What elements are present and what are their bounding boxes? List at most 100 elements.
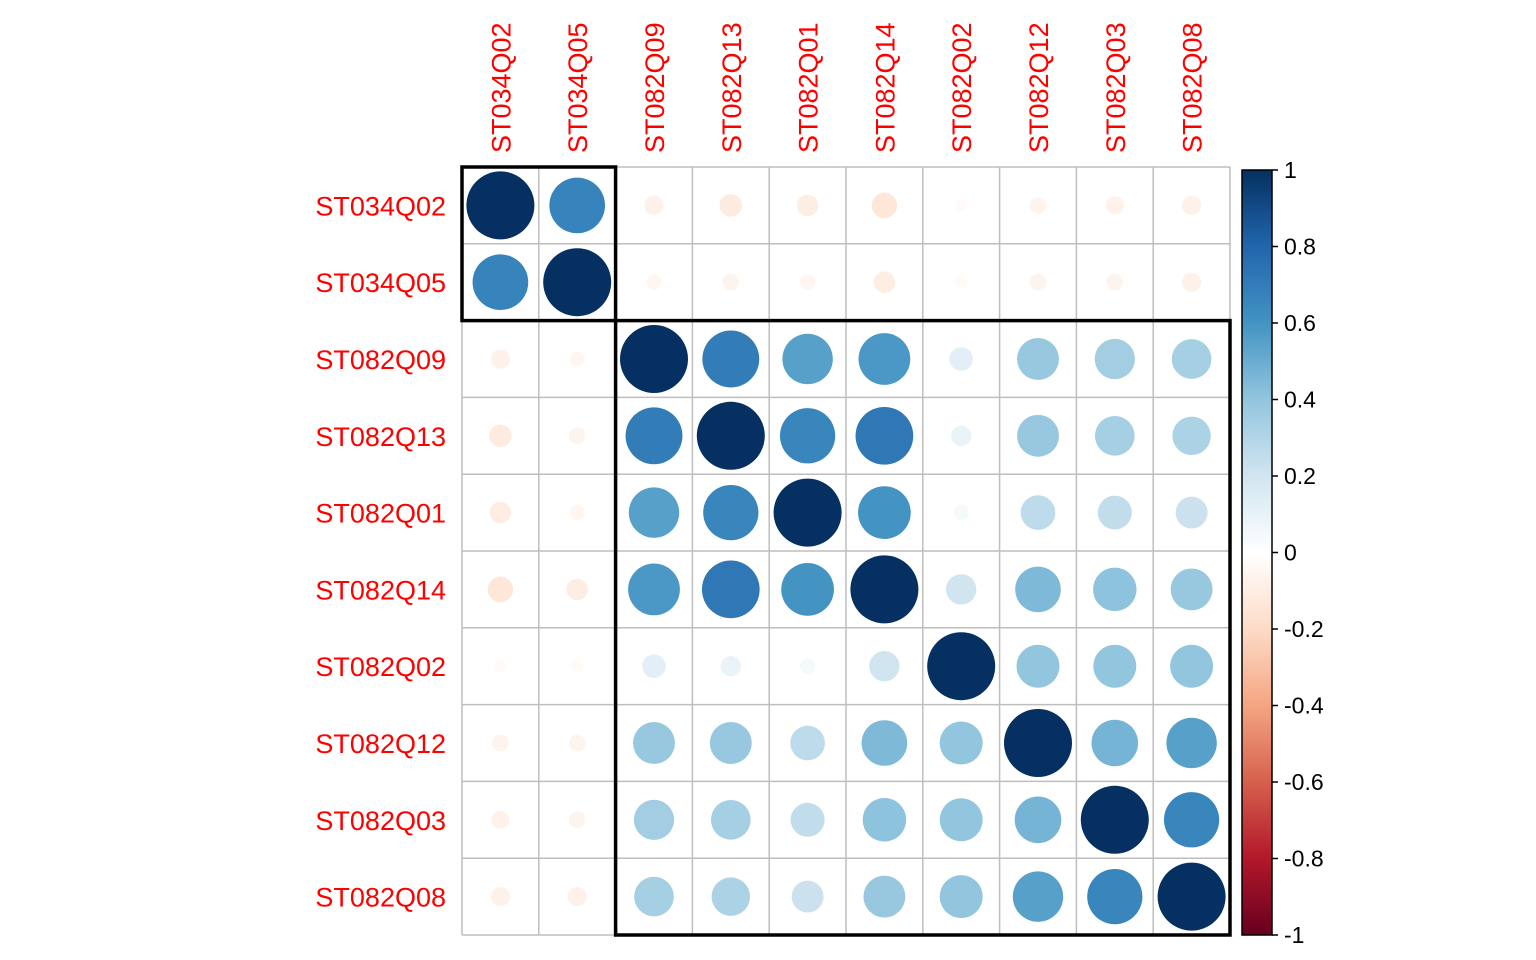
corr-circle-ST082Q09-ST082Q08 [1171,339,1212,379]
corr-circle-ST034Q02-ST082Q03 [1105,196,1124,215]
corr-circle-ST082Q01-ST082Q08 [1175,496,1208,529]
corr-circle-ST082Q12-ST082Q09 [633,722,675,764]
corr-circle-ST082Q13-ST082Q14 [855,406,914,465]
corr-circle-ST082Q08-ST082Q13 [711,877,751,916]
corr-circle-ST082Q13-ST082Q01 [779,408,836,464]
colorbar-tick-label: 0.6 [1284,310,1316,336]
corr-circle-ST082Q02-ST082Q08 [1170,644,1214,688]
corr-circle-ST082Q14-ST034Q02 [487,576,514,603]
colorbar: 1 0.8 0.6 0.4 0.2 0 -0.2 -0.4 -0.6 -0.8 -1 [1241,157,1324,948]
corr-circle-ST082Q02-ST082Q01 [800,658,816,674]
col-label-ST082Q01: ST082Q01 [794,22,824,153]
colorbar-tick-label: 0 [1284,540,1297,566]
corr-circle-ST034Q02-ST034Q05 [549,177,606,234]
col-label-ST082Q03: ST082Q03 [1101,22,1131,153]
corr-circle-ST082Q03-ST082Q14 [862,798,907,842]
row-label-ST082Q14: ST082Q14 [315,575,446,605]
col-label-ST034Q05: ST034Q05 [563,22,593,153]
row-label-ST082Q12: ST082Q12 [315,729,446,759]
corr-circle-ST082Q14-ST082Q03 [1093,567,1137,612]
col-label-ST082Q08: ST082Q08 [1178,22,1208,153]
corr-circle-ST082Q01-ST082Q03 [1097,495,1132,530]
corr-circle-ST082Q01-ST082Q09 [628,487,680,538]
corr-circle-ST082Q02-ST082Q14 [869,650,900,682]
corr-circle-ST034Q05-ST082Q02 [955,276,968,289]
colorbar-gradient [1242,170,1272,935]
corr-circle-ST034Q05-ST082Q03 [1106,273,1124,291]
corr-circle-ST082Q03-ST082Q09 [633,799,675,840]
corr-circle-ST082Q09-ST034Q05 [569,351,585,367]
corr-circle-ST082Q02-ST082Q02 [927,632,996,701]
corr-circle-ST034Q05-ST082Q09 [646,274,662,290]
corr-circle-ST034Q02-ST082Q14 [871,192,898,219]
col-label-ST082Q09: ST082Q09 [640,22,670,153]
colorbar-tick-label: -0.6 [1284,769,1324,795]
row-label-ST034Q05: ST034Q05 [315,268,446,298]
corr-circle-ST082Q01-ST034Q02 [489,501,512,524]
colorbar-tick-label: -0.2 [1284,616,1324,642]
corr-circle-ST082Q09-ST082Q13 [702,330,760,388]
corr-circle-ST082Q02-ST082Q09 [642,654,666,678]
corr-circle-ST082Q13-ST034Q05 [568,427,586,445]
corr-circle-ST082Q13-ST082Q12 [1017,414,1059,457]
labels-layer: ST034Q02 ST034Q05 ST082Q09 ST082Q13 ST082Q01… [315,22,1207,912]
corr-circle-ST082Q01-ST082Q13 [703,484,759,541]
corr-circle-ST082Q02-ST082Q03 [1093,644,1137,688]
corr-circle-ST082Q02-ST034Q02 [494,660,507,673]
corr-circle-ST082Q02-ST082Q12 [1016,644,1060,688]
corr-circle-ST082Q08-ST034Q05 [567,886,587,907]
colorbar-tick-label: 1 [1284,157,1297,183]
corr-circle-ST034Q02-ST082Q02 [955,199,968,212]
col-label-ST082Q14: ST082Q14 [870,22,900,153]
corr-circle-ST082Q12-ST034Q02 [492,734,509,752]
corr-circle-ST082Q12-ST082Q03 [1091,719,1139,767]
corr-circle-ST082Q01-ST082Q02 [953,504,969,521]
corr-circle-ST082Q03-ST082Q08 [1163,792,1220,848]
corr-circle-ST082Q09-ST082Q01 [782,333,833,385]
corr-circle-ST082Q14-ST082Q02 [945,574,977,605]
corr-circle-ST034Q05-ST082Q12 [1029,273,1047,291]
corr-circle-ST082Q03-ST082Q12 [1014,796,1062,844]
corr-circle-ST082Q03-ST034Q05 [568,811,586,829]
corr-circle-ST082Q13-ST082Q03 [1094,415,1135,456]
col-label-ST082Q12: ST082Q12 [1024,22,1054,153]
corr-circle-ST082Q14-ST082Q12 [1015,566,1061,613]
corr-circle-ST082Q14-ST082Q08 [1170,568,1213,611]
corr-circle-ST082Q03-ST082Q13 [710,799,751,840]
corr-circle-ST082Q12-ST034Q05 [568,734,586,752]
colorbar-tick-label: 0.4 [1284,387,1316,413]
corr-circle-ST034Q05-ST034Q02 [472,254,529,311]
corr-circle-ST082Q13-ST082Q09 [625,407,683,465]
colorbar-tick-label: 0.8 [1284,234,1316,260]
col-label-ST082Q02: ST082Q02 [947,22,977,153]
corr-circle-ST082Q13-ST082Q02 [951,425,972,446]
corr-circle-ST034Q02-ST082Q13 [719,194,743,217]
corr-circle-ST082Q02-ST082Q13 [720,656,741,677]
corr-circle-ST034Q05-ST082Q14 [873,271,896,293]
corr-circle-ST082Q01-ST034Q05 [569,504,585,521]
corr-circle-ST034Q05-ST034Q05 [543,248,612,317]
corr-circle-ST082Q01-ST082Q14 [858,486,911,539]
corr-circle-ST082Q09-ST082Q14 [858,333,911,385]
corr-circle-ST082Q09-ST082Q12 [1017,338,1059,380]
corr-circle-ST082Q08-ST082Q14 [863,875,906,918]
circles-layer [466,171,1226,931]
corr-circle-ST082Q08-ST082Q09 [634,876,674,917]
row-label-ST082Q13: ST082Q13 [315,422,446,452]
row-label-ST082Q01: ST082Q01 [315,499,446,529]
corr-circle-ST082Q14-ST082Q09 [628,563,680,616]
colorbar-tick-label: -0.4 [1284,693,1324,719]
corr-circle-ST034Q05-ST082Q01 [800,274,816,290]
corr-circle-ST082Q09-ST082Q03 [1094,338,1135,380]
corr-circle-ST082Q12-ST082Q13 [709,722,752,764]
corr-circle-ST082Q08-ST082Q12 [1012,871,1064,922]
row-label-ST034Q02: ST034Q02 [315,191,446,221]
row-label-ST082Q02: ST082Q02 [315,652,446,682]
corr-circle-ST034Q02-ST082Q09 [644,195,664,216]
row-label-ST082Q08: ST082Q08 [315,883,446,913]
col-label-ST034Q02: ST034Q02 [486,22,516,153]
corr-circle-ST082Q03-ST082Q03 [1080,785,1149,854]
corr-circle-ST082Q12-ST082Q02 [939,721,983,765]
corr-circle-ST082Q09-ST034Q02 [490,349,511,369]
